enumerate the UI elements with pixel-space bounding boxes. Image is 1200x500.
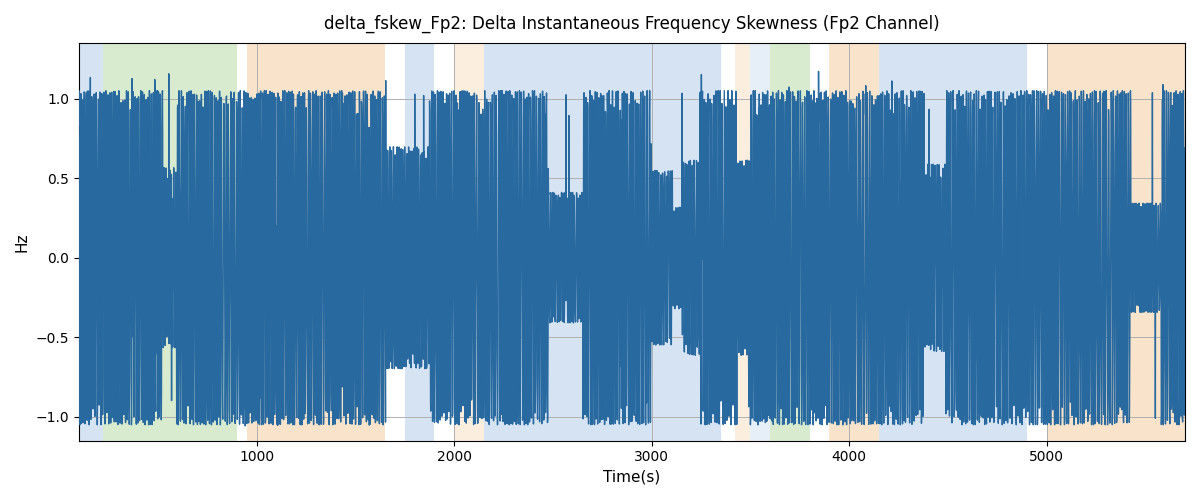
Bar	[878, 43, 1027, 440]
Bar	[484, 43, 721, 440]
Bar	[829, 43, 878, 440]
Title: delta_fskew_Fp2: Delta Instantaneous Frequency Skewness (Fp2 Channel): delta_fskew_Fp2: Delta Instantaneous Fre…	[324, 15, 940, 34]
Y-axis label: Hz: Hz	[14, 232, 30, 252]
Bar	[247, 43, 385, 440]
Bar	[770, 43, 810, 440]
Bar	[79, 43, 103, 440]
Bar	[1046, 43, 1186, 440]
Bar	[103, 43, 236, 440]
Bar	[734, 43, 750, 440]
X-axis label: Time(s): Time(s)	[604, 470, 660, 485]
Bar	[454, 43, 484, 440]
Bar	[750, 43, 770, 440]
Bar	[404, 43, 434, 440]
